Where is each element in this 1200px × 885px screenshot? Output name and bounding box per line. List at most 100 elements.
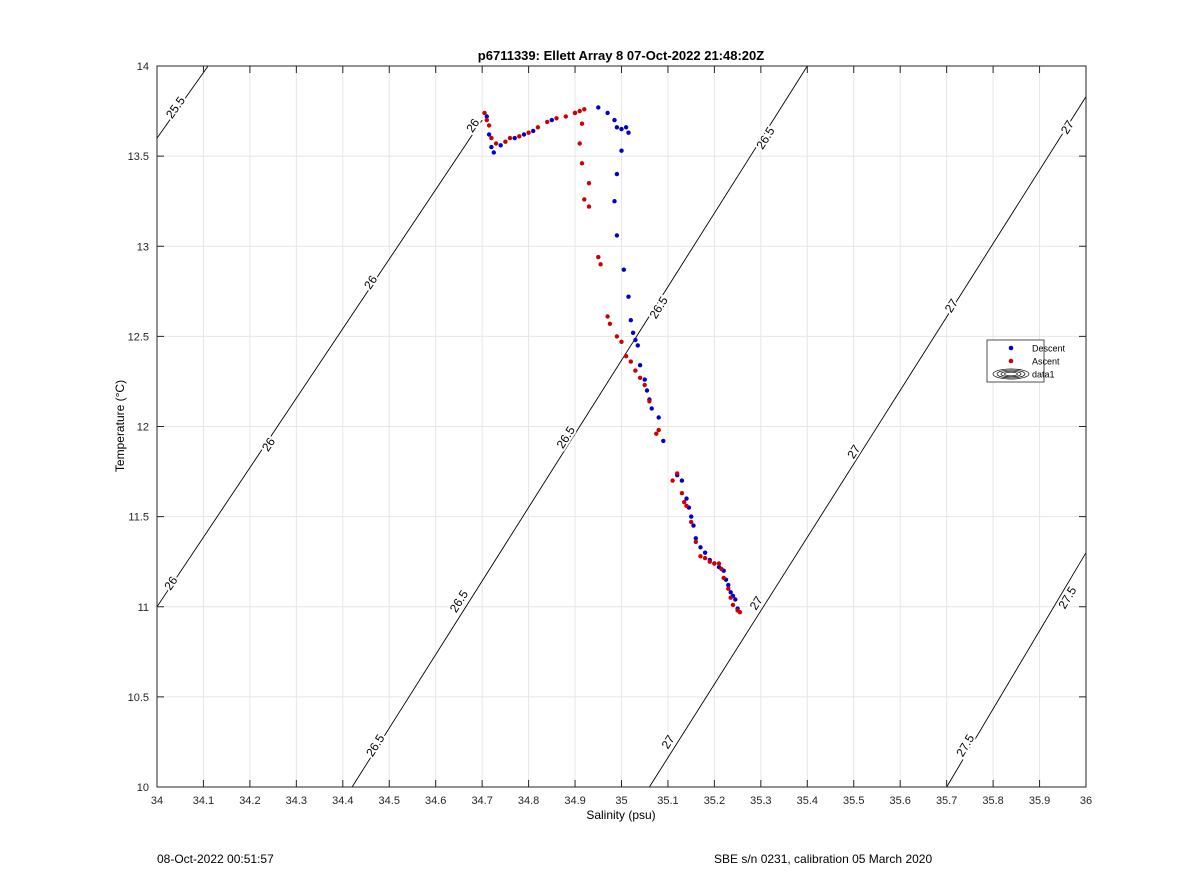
ascent-point: [654, 431, 659, 436]
data-points: [482, 105, 743, 615]
ascent-point: [698, 554, 703, 559]
descent-point: [531, 128, 536, 134]
y-axis-ticks: 10 10.5 11 11.5 12 12.5 13 13.5 14: [128, 61, 1086, 794]
grid: [156, 65, 1087, 788]
x-axis-label: Salinity (psu): [586, 808, 655, 822]
ascent-point: [572, 110, 578, 116]
ascent-point: [633, 368, 638, 373]
footer-calibration: SBE s/n 0231, calibration 05 March 2020: [714, 852, 933, 866]
x-tick-label: 34.4: [332, 795, 353, 807]
density-contour-line: [648, 96, 1086, 787]
ascent-point: [607, 321, 613, 326]
x-tick-label: 34.2: [239, 795, 260, 807]
x-tick-label: 34.8: [518, 795, 539, 807]
descent-point: [619, 148, 624, 153]
descent-point: [726, 582, 731, 588]
ascent-point: [647, 399, 652, 404]
ascent-point: [486, 123, 492, 128]
x-tick-label: 35.5: [843, 795, 864, 807]
descent-point: [486, 132, 492, 137]
descent-point: [689, 514, 694, 519]
ascent-point: [517, 134, 522, 139]
footer-timestamp: 08-Oct-2022 00:51:57: [157, 852, 274, 866]
ascent-point: [554, 116, 559, 121]
descent-point: [644, 388, 650, 393]
descent-point: [679, 478, 685, 483]
ascent-point: [628, 359, 633, 364]
descent-point: [733, 597, 738, 602]
y-tick-label: 11.5: [128, 512, 149, 524]
descent-point: [626, 130, 631, 135]
x-tick-label: 35.2: [704, 795, 725, 807]
y-tick-label: 14: [137, 61, 149, 73]
legend-label: data1: [1032, 370, 1055, 380]
y-tick-label: 10.5: [128, 692, 149, 704]
descent-point: [621, 267, 626, 272]
ascent-point: [684, 503, 689, 508]
x-tick-label: 35.8: [982, 795, 1003, 807]
descent-point: [614, 171, 620, 177]
y-tick-label: 13.5: [128, 151, 149, 163]
x-tick-label: 35.3: [750, 795, 771, 807]
ascent-point: [563, 114, 568, 119]
ascent-point: [623, 354, 629, 359]
ascent-point: [693, 539, 698, 545]
descent-point: [614, 125, 620, 130]
density-contour-line: [946, 552, 1086, 787]
descent-point: [612, 199, 617, 204]
ascent-point: [598, 262, 603, 267]
ascent-point: [577, 141, 582, 146]
descent-point: [491, 150, 496, 155]
legend-marker: [1008, 345, 1014, 351]
descent-point: [728, 590, 733, 595]
descent-point: [630, 330, 636, 335]
y-axis-label: Temperature (°C): [113, 380, 127, 472]
x-axis-ticks: 34 34.1 34.2 34.3 34.4 34.5 34.6 34.7 34.8 34.9 35…: [151, 66, 1092, 807]
descent-point: [628, 318, 633, 323]
x-tick-label: 35.6: [889, 795, 910, 807]
descent-point: [623, 125, 629, 130]
y-tick-label: 10: [137, 782, 149, 794]
descent-point: [521, 132, 527, 137]
descent-point: [512, 135, 517, 141]
ascent-point: [577, 108, 582, 114]
ascent-point: [721, 575, 726, 581]
descent-point: [596, 105, 601, 110]
series-descent: [484, 105, 740, 611]
ascent-point: [689, 519, 694, 525]
ascent-point: [582, 197, 587, 202]
descent-point: [702, 550, 708, 555]
ascent-point: [586, 204, 592, 209]
legend: Descent Ascent data1: [986, 339, 1066, 383]
legend-label: Ascent: [1032, 357, 1060, 367]
x-tick-label: 34: [151, 795, 163, 807]
ascent-point: [656, 427, 661, 433]
ascent-point: [507, 135, 513, 141]
ascent-point: [679, 491, 685, 496]
ascent-point: [730, 602, 736, 608]
descent-point: [614, 233, 620, 238]
x-tick-label: 34.3: [286, 795, 307, 807]
ascent-point: [582, 107, 587, 112]
descent-point: [661, 438, 666, 444]
ascent-point: [702, 555, 708, 561]
density-contour-line: [157, 119, 483, 607]
descent-point: [698, 545, 703, 550]
ascent-point: [503, 139, 508, 144]
ascent-point: [712, 561, 717, 566]
descent-point: [489, 144, 494, 150]
descent-point: [626, 294, 631, 299]
legend-box: [986, 339, 1045, 383]
ascent-point: [526, 130, 531, 135]
ascent-point: [716, 561, 722, 566]
ascent-point: [728, 595, 733, 600]
ascent-point: [579, 121, 585, 126]
ascent-point: [489, 135, 494, 141]
ascent-point: [682, 500, 687, 505]
ascent-point: [484, 117, 489, 123]
y-tick-label: 11: [138, 602, 149, 614]
ascent-point: [614, 334, 620, 339]
x-tick-label: 34.7: [471, 795, 492, 807]
descent-point: [498, 143, 503, 148]
